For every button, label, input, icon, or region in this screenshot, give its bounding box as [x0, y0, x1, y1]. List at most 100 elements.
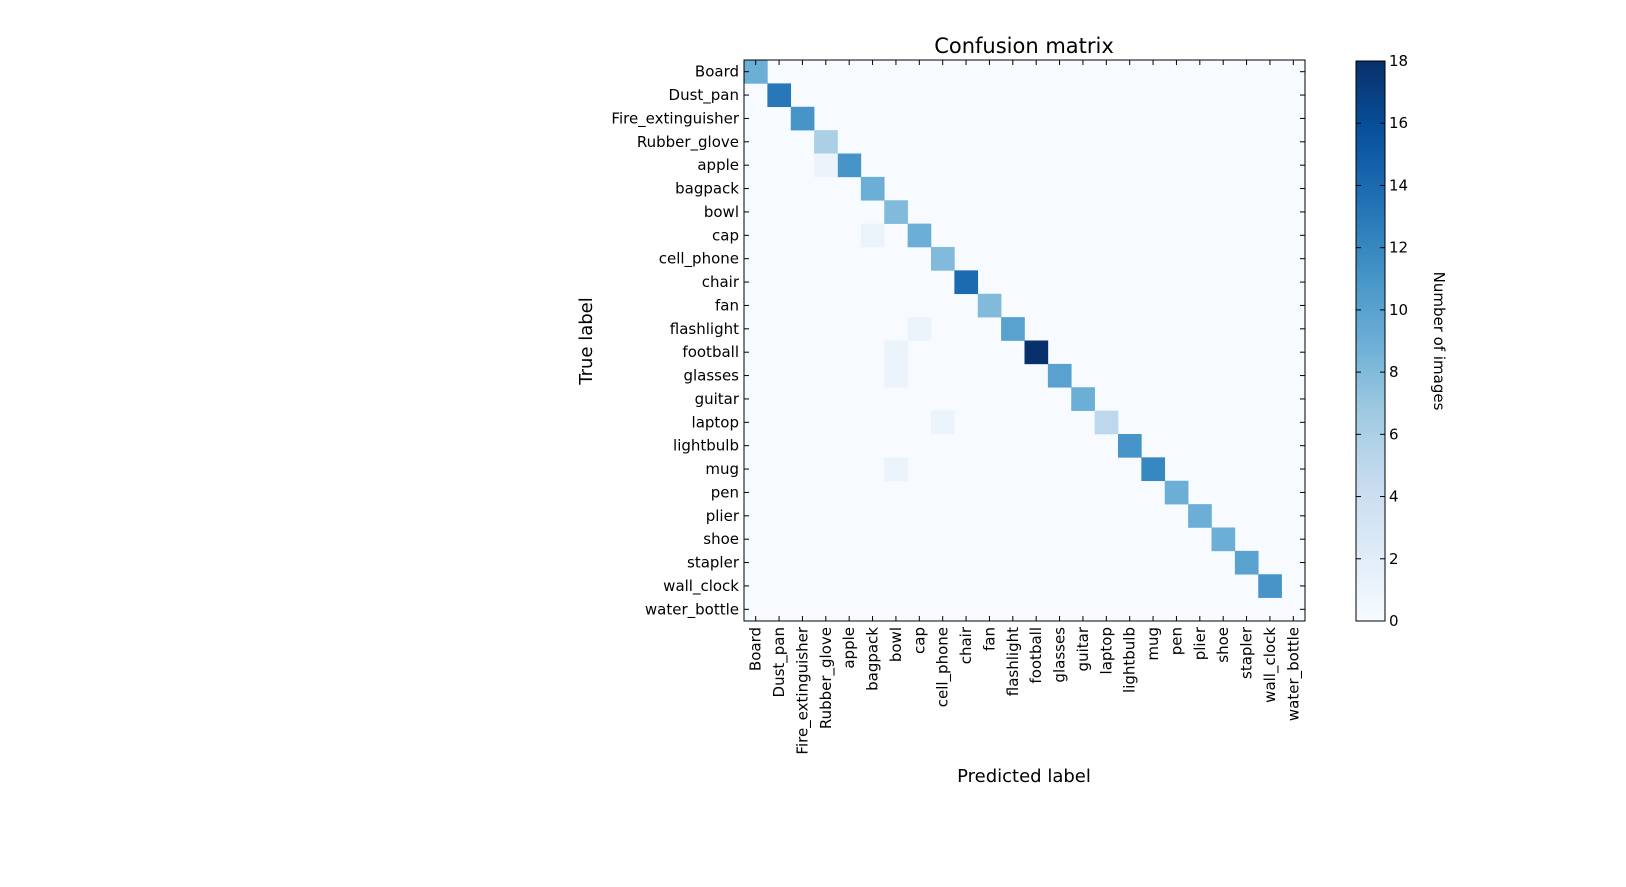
y-tick-label: lightbulb: [673, 437, 739, 455]
y-tick-label: football: [682, 343, 739, 361]
y-tick-label: guitar: [695, 390, 740, 408]
x-tick-label: plier: [1191, 626, 1209, 660]
x-tick-label: guitar: [1074, 626, 1092, 671]
x-tick-label: fan: [980, 627, 998, 651]
x-tick-label: shoe: [1214, 627, 1232, 663]
heatmap-cell: [1001, 317, 1025, 341]
x-tick-label: mug: [1144, 627, 1162, 661]
x-tick-label: cell_phone: [934, 627, 953, 707]
heatmap-cell: [1071, 387, 1095, 411]
y-tick-label: fan: [715, 296, 739, 314]
colorbar-tick-label: 8: [1389, 363, 1399, 381]
heatmap-cell: [1234, 550, 1259, 575]
heatmap-cell: [1094, 410, 1119, 435]
colorbar-ticks: 0 2 4 6 8 10 12 14 16 18: [1356, 52, 1408, 630]
y-tick-label: bagpack: [675, 180, 739, 198]
heatmap-cell: [860, 176, 885, 201]
heatmap-cell: [837, 153, 862, 178]
x-tick-label: laptop: [1097, 627, 1115, 674]
heatmap-cell: [1211, 527, 1236, 552]
x-tick-label: stapler: [1238, 626, 1256, 679]
colorbar-tick-label: 4: [1389, 488, 1399, 506]
x-tick-label: football: [1027, 627, 1045, 684]
heatmap-cell: [1118, 434, 1142, 458]
x-tick-labels: Board Dust_pan Fire_extinguisher Rubber_glo…: [747, 626, 1304, 754]
heatmap-cell: [860, 223, 885, 248]
y-tick-label: wall_clock: [663, 577, 739, 596]
colorbar-tick-label: 6: [1389, 425, 1399, 443]
y-tick-label: water_bottle: [645, 600, 739, 619]
y-tick-label: cap: [712, 226, 739, 244]
heatmap-cell: [907, 317, 932, 341]
colorbar-tick-label: 16: [1389, 114, 1408, 132]
heatmap-cell: [954, 270, 979, 295]
heatmap-cell: [1141, 457, 1166, 482]
heatmap-cell: [931, 410, 955, 435]
colorbar-tick-label: 18: [1389, 52, 1408, 70]
heatmap-cell: [1047, 363, 1072, 388]
x-tick-label: bagpack: [864, 627, 882, 691]
colorbar-tick-label: 0: [1389, 612, 1399, 630]
x-tick-label: glasses: [1051, 627, 1069, 683]
y-tick-label: stapler: [687, 554, 740, 572]
heatmap-cell: [1164, 480, 1189, 505]
heatmap-cell: [1258, 574, 1282, 598]
colorbar-tick-label: 14: [1389, 176, 1408, 194]
y-axis-label: True label: [576, 297, 597, 386]
x-tick-label: chair: [957, 626, 975, 664]
heatmap-cell: [1024, 340, 1049, 365]
x-tick-label: Rubber_glove: [817, 627, 836, 729]
heatmap-cell: [744, 60, 768, 84]
heatmap-cells: [744, 60, 1305, 621]
x-tick-label: Board: [747, 627, 765, 671]
x-tick-label: pen: [1167, 627, 1185, 655]
heatmap-cell: [907, 223, 932, 248]
x-axis-label: Predicted label: [957, 766, 1091, 787]
colorbar-tick-label: 10: [1389, 301, 1408, 319]
chart-title: Confusion matrix: [934, 34, 1114, 58]
y-tick-label: shoe: [703, 530, 739, 548]
heatmap-cell: [884, 200, 908, 224]
y-tick-label: chair: [702, 273, 740, 291]
x-tick-label: wall_clock: [1261, 627, 1280, 703]
axis-ticks: [744, 60, 1305, 621]
heatmap-cell: [884, 340, 908, 365]
plot-frame: [743, 59, 1306, 622]
x-tick-label: cap: [910, 627, 928, 654]
colorbar-tick-label: 12: [1389, 239, 1408, 257]
y-tick-label: Dust_pan: [669, 86, 739, 105]
y-tick-label: cell_phone: [659, 250, 739, 269]
heatmap-cell: [884, 457, 908, 482]
y-tick-label: Rubber_glove: [637, 133, 739, 152]
y-tick-label: Fire_extinguisher: [611, 109, 739, 128]
y-tick-label: flashlight: [670, 320, 739, 338]
y-tick-labels: Board Dust_pan Fire_extinguisher Rubber_glo…: [611, 63, 739, 620]
colorbar: [1355, 60, 1386, 622]
x-tick-label: apple: [840, 627, 858, 669]
y-tick-label: apple: [697, 156, 739, 174]
x-tick-label: Dust_pan: [770, 627, 789, 697]
y-tick-label: mug: [705, 460, 739, 478]
y-tick-label: Board: [695, 63, 739, 81]
colorbar-label: Number of images: [1430, 272, 1448, 411]
y-tick-label: plier: [706, 507, 740, 525]
heatmap-cell: [790, 106, 815, 131]
y-tick-label: bowl: [704, 203, 739, 221]
heatmap-cell: [977, 293, 1002, 318]
heatmap-cell: [814, 153, 838, 178]
x-tick-label: Fire_extinguisher: [793, 626, 812, 754]
x-tick-label: bowl: [887, 627, 905, 662]
heatmap-cell: [931, 247, 955, 271]
heatmap-cell: [767, 83, 792, 108]
y-tick-label: laptop: [692, 413, 739, 431]
heatmap-cell: [884, 363, 908, 388]
x-tick-label: water_bottle: [1284, 627, 1303, 721]
y-tick-label: glasses: [683, 367, 739, 385]
x-tick-label: flashlight: [1004, 627, 1022, 696]
colorbar-tick-label: 2: [1389, 550, 1399, 568]
x-tick-label: lightbulb: [1121, 627, 1139, 693]
heatmap-cell: [814, 130, 838, 154]
y-tick-label: pen: [711, 483, 739, 501]
heatmap-cell: [1188, 504, 1212, 528]
